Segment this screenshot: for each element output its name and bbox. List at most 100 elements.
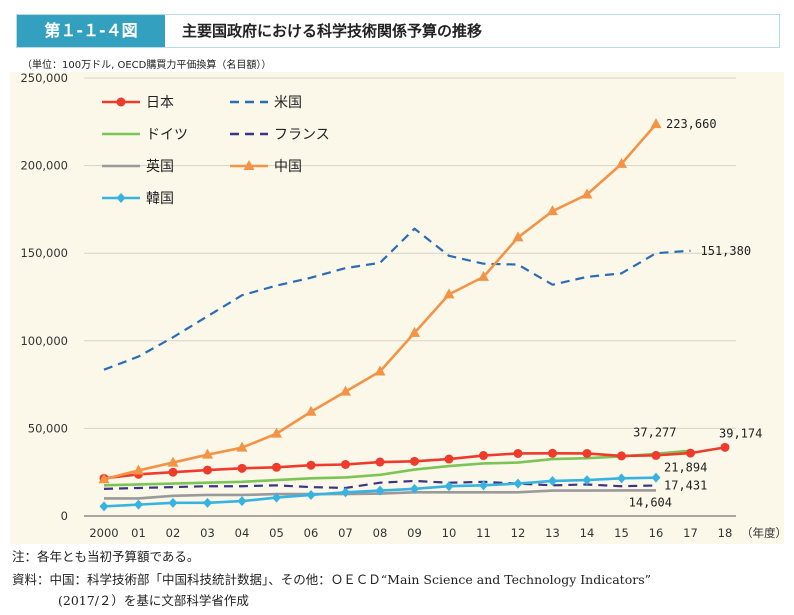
data-point xyxy=(582,448,592,458)
legend-label: ドイツ xyxy=(146,127,188,143)
legend-label: 中国 xyxy=(274,159,302,175)
data-label: 17,431 xyxy=(664,478,707,492)
footnote: 注：各年とも当初予算額である。 xyxy=(12,549,200,564)
legend-label: 韓国 xyxy=(146,191,174,207)
figure-header: 第１-１-４図 主要国政府における科学技術関係予算の推移 xyxy=(16,14,780,48)
data-point xyxy=(203,465,212,475)
source-line-1: 資料：中国：科学技術部「中国科技統計数据」、その他：ＯＥＣＤ“Main Scie… xyxy=(12,572,651,587)
data-point xyxy=(340,385,351,396)
legend-label: フランス xyxy=(274,127,330,143)
data-point xyxy=(133,464,144,475)
data-point xyxy=(374,365,386,376)
data-point xyxy=(202,448,213,459)
data-point xyxy=(116,193,126,203)
data-point xyxy=(479,451,488,461)
data-point xyxy=(341,459,350,469)
data-point xyxy=(236,441,248,452)
x-tick-label: 08 xyxy=(373,526,388,540)
data-point xyxy=(375,457,385,467)
data-point xyxy=(443,288,455,299)
data-point xyxy=(513,448,523,458)
data-point xyxy=(375,485,385,496)
data-point xyxy=(168,497,178,508)
data-point xyxy=(548,475,557,486)
data-point xyxy=(686,448,695,458)
data-label: 14,604 xyxy=(629,495,672,509)
figure-number: 第１-１-４図 xyxy=(17,15,165,47)
data-point xyxy=(237,496,247,507)
data-point xyxy=(651,472,661,483)
data-point xyxy=(410,483,419,494)
data-point xyxy=(203,497,212,508)
data-point xyxy=(512,231,524,242)
y-tick-label: 150,000 xyxy=(20,246,68,260)
y-tick-label: 250,000 xyxy=(20,71,68,85)
data-point xyxy=(341,487,350,498)
series-line xyxy=(103,449,691,487)
unit-note: （単位：100万ドル, OECD購買力平価換算（名目額）） xyxy=(22,60,272,71)
x-tick-label: 18 xyxy=(718,526,733,540)
data-point xyxy=(651,450,661,460)
data-point xyxy=(478,270,489,281)
x-tick-label: 12 xyxy=(511,526,526,540)
x-tick-label: 13 xyxy=(545,526,560,540)
data-point xyxy=(168,467,178,477)
data-point xyxy=(444,454,454,464)
data-point xyxy=(306,489,316,500)
x-tick-label: 03 xyxy=(200,526,215,540)
data-point xyxy=(98,473,110,484)
data-point xyxy=(237,463,247,473)
x-tick-label: 11 xyxy=(476,526,491,540)
y-tick-label: 50,000 xyxy=(28,421,68,435)
x-tick-label: 16 xyxy=(649,526,664,540)
data-label: 223,660 xyxy=(666,117,717,131)
data-point xyxy=(409,326,420,337)
x-tick-label: 01 xyxy=(131,526,146,540)
x-tick-label: 15 xyxy=(614,526,629,540)
x-unit-label: （年度） xyxy=(741,526,787,540)
y-tick-label: 200,000 xyxy=(20,159,68,173)
series-line xyxy=(103,123,657,481)
data-point xyxy=(617,473,626,484)
data-point xyxy=(99,501,109,512)
x-tick-label: 05 xyxy=(269,526,284,540)
x-tick-label: 02 xyxy=(166,526,181,540)
x-tick-label: 09 xyxy=(407,526,422,540)
legend-label: 英国 xyxy=(146,158,174,175)
data-point xyxy=(479,480,488,491)
data-point xyxy=(271,427,282,438)
x-tick-label: 2000 xyxy=(89,526,118,540)
data-point xyxy=(306,460,316,470)
data-point xyxy=(444,481,454,492)
data-point xyxy=(167,456,179,467)
data-point xyxy=(582,475,592,486)
data-point xyxy=(272,492,281,503)
data-point xyxy=(305,405,317,416)
series-line xyxy=(103,479,657,490)
data-point xyxy=(116,97,126,107)
y-tick-label: 100,000 xyxy=(20,334,68,348)
data-point xyxy=(410,456,419,466)
x-tick-label: 10 xyxy=(442,526,457,540)
data-label: 151,380 xyxy=(701,244,752,258)
data-point xyxy=(581,188,593,199)
x-tick-label: 07 xyxy=(338,526,353,540)
legend-label: 日本 xyxy=(146,95,174,111)
source-line-2: (2017/２）を基に文部科学省作成 xyxy=(58,593,249,608)
data-point xyxy=(650,118,662,129)
data-label: 39,174 xyxy=(719,426,762,440)
data-label: 37,277 xyxy=(633,426,676,440)
data-point xyxy=(617,451,626,461)
data-point xyxy=(243,160,255,170)
data-point xyxy=(616,157,627,168)
x-tick-label: 06 xyxy=(304,526,319,540)
figure-title: 主要国政府における科学技術関係予算の推移 xyxy=(182,22,483,40)
data-point xyxy=(513,478,523,489)
data-point xyxy=(547,205,558,216)
series-line xyxy=(103,227,691,371)
x-tick-label: 14 xyxy=(580,526,595,540)
data-point xyxy=(548,448,557,458)
data-label: 21,894 xyxy=(664,461,707,475)
x-tick-label: 04 xyxy=(235,526,250,540)
